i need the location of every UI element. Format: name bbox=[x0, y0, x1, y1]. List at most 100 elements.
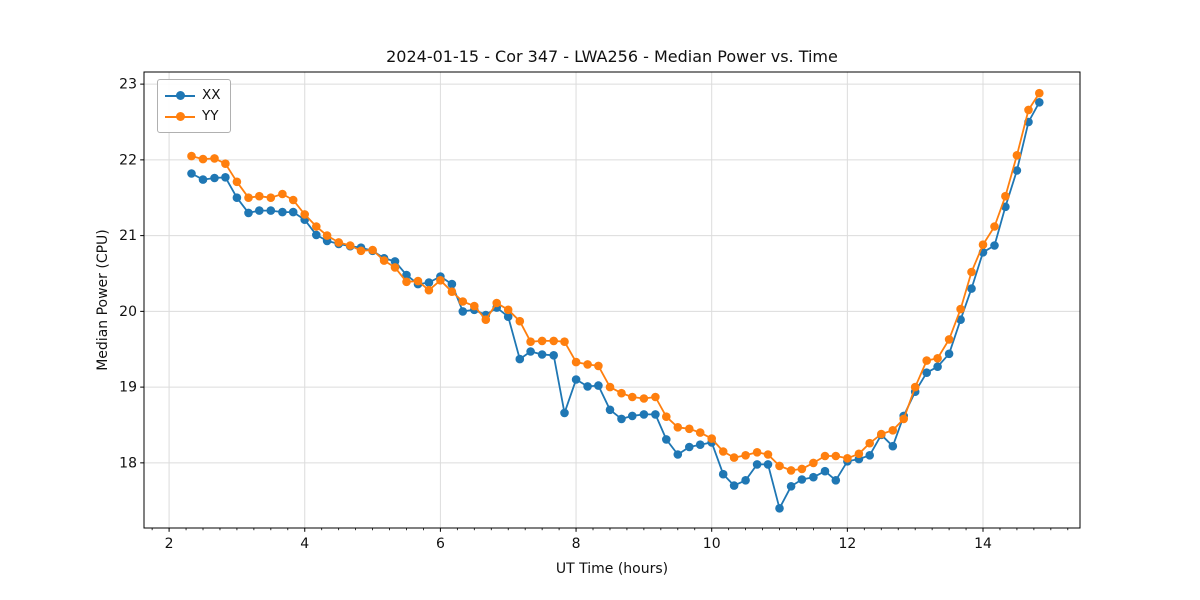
data-point-yy bbox=[741, 451, 750, 460]
x-tick-label: 10 bbox=[703, 536, 721, 552]
data-point-yy bbox=[956, 304, 965, 314]
data-point-xx bbox=[402, 270, 411, 280]
data-point-xx bbox=[741, 476, 750, 485]
data-point-yy bbox=[1012, 151, 1022, 160]
data-point-yy bbox=[877, 429, 886, 439]
legend-label: YY bbox=[202, 108, 219, 124]
data-point-xx bbox=[1012, 166, 1022, 175]
data-point-yy bbox=[492, 298, 502, 308]
data-point-xx bbox=[278, 207, 287, 217]
data-point-yy bbox=[1035, 88, 1044, 98]
data-point-yy bbox=[695, 428, 705, 437]
data-point-xx bbox=[526, 347, 535, 356]
chart-title: 2024-01-15 - Cor 347 - LWA256 - Median P… bbox=[386, 47, 838, 66]
data-point-yy bbox=[1001, 191, 1010, 201]
data-point-yy bbox=[470, 301, 479, 311]
data-point-xx bbox=[583, 382, 592, 391]
data-point-xx bbox=[254, 206, 264, 215]
data-point-xx bbox=[729, 481, 739, 490]
x-tick-label: 14 bbox=[974, 536, 992, 552]
legend-marker-icon bbox=[175, 91, 185, 100]
legend-label: XX bbox=[202, 87, 221, 103]
data-point-xx bbox=[944, 349, 954, 359]
data-point-xx bbox=[888, 441, 898, 451]
data-point-yy bbox=[515, 316, 525, 326]
data-point-yy bbox=[334, 238, 344, 247]
data-point-yy bbox=[300, 210, 310, 219]
data-point-yy bbox=[436, 276, 445, 285]
data-point-yy bbox=[797, 464, 807, 474]
data-point-xx bbox=[865, 451, 874, 460]
data-point-yy bbox=[244, 193, 253, 202]
data-point-xx bbox=[967, 284, 976, 293]
data-point-xx bbox=[685, 442, 694, 452]
data-point-yy bbox=[447, 287, 457, 297]
data-point-yy bbox=[910, 382, 920, 392]
data-point-xx bbox=[752, 460, 762, 469]
data-point-yy bbox=[560, 337, 569, 347]
data-point-yy bbox=[345, 241, 355, 250]
series-line-yy bbox=[190, 92, 1041, 472]
data-point-yy bbox=[288, 195, 298, 205]
data-point-yy bbox=[571, 357, 581, 367]
data-point-yy bbox=[888, 426, 898, 435]
data-point-yy bbox=[594, 361, 603, 371]
data-point-xx bbox=[210, 173, 219, 183]
y-tick-label: 23 bbox=[119, 77, 137, 93]
data-point-yy bbox=[210, 154, 219, 163]
data-point-yy bbox=[763, 450, 773, 459]
data-point-yy bbox=[537, 336, 547, 346]
data-point-yy bbox=[831, 451, 841, 461]
data-point-yy bbox=[322, 231, 332, 240]
legend-swatch-xx bbox=[165, 90, 195, 101]
y-tick-label: 22 bbox=[119, 152, 137, 168]
y-tick-label: 20 bbox=[119, 304, 137, 320]
data-point-yy bbox=[639, 394, 649, 403]
data-point-xx bbox=[651, 410, 660, 419]
data-point-yy bbox=[266, 193, 276, 202]
data-point-yy bbox=[990, 222, 999, 231]
data-point-yy bbox=[254, 191, 264, 201]
data-point-yy bbox=[775, 461, 784, 471]
data-point-yy bbox=[458, 297, 468, 306]
legend-item-yy: YY bbox=[165, 106, 221, 127]
data-point-xx bbox=[198, 175, 208, 184]
data-point-xx bbox=[617, 414, 626, 424]
data-point-yy bbox=[651, 392, 660, 402]
data-point-yy bbox=[1024, 105, 1033, 115]
x-tick-label: 8 bbox=[572, 536, 581, 552]
data-point-xx bbox=[763, 460, 773, 469]
data-point-yy bbox=[854, 449, 864, 459]
data-point-yy bbox=[685, 424, 694, 434]
data-point-xx bbox=[797, 475, 807, 484]
data-point-xx bbox=[232, 193, 242, 202]
data-point-xx bbox=[537, 350, 547, 359]
data-point-yy bbox=[390, 263, 400, 272]
data-point-yy bbox=[718, 447, 728, 456]
data-point-xx bbox=[718, 469, 728, 479]
data-point-xx bbox=[673, 450, 683, 459]
data-point-yy bbox=[843, 454, 852, 463]
data-point-xx bbox=[831, 476, 841, 485]
data-point-xx bbox=[786, 482, 796, 491]
data-point-yy bbox=[628, 392, 637, 402]
data-point-yy bbox=[312, 222, 321, 231]
data-point-yy bbox=[481, 315, 491, 325]
data-point-xx bbox=[933, 362, 942, 372]
data-point-yy bbox=[379, 256, 389, 265]
y-tick-label: 19 bbox=[119, 380, 137, 396]
data-point-yy bbox=[673, 423, 683, 432]
data-point-yy bbox=[786, 466, 796, 475]
data-point-xx bbox=[990, 241, 999, 250]
data-point-xx bbox=[922, 368, 931, 378]
x-axis-label: UT Time (hours) bbox=[555, 561, 669, 577]
data-point-yy bbox=[933, 354, 942, 363]
data-point-yy bbox=[198, 154, 208, 164]
data-point-yy bbox=[662, 412, 671, 422]
data-point-yy bbox=[809, 458, 818, 468]
data-point-xx bbox=[447, 279, 457, 289]
data-point-yy bbox=[526, 337, 535, 347]
data-point-xx bbox=[571, 375, 581, 384]
